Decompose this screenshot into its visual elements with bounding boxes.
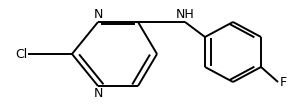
- Text: N: N: [93, 87, 103, 100]
- Text: N: N: [93, 8, 103, 21]
- Text: NH: NH: [176, 8, 194, 21]
- Text: F: F: [280, 75, 287, 88]
- Text: Cl: Cl: [16, 48, 28, 60]
